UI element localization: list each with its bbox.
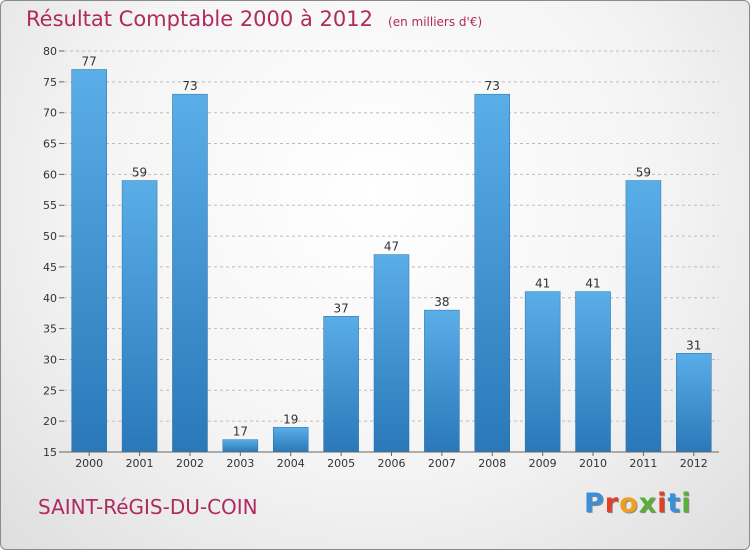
bar-2012 [676,353,712,453]
bars [71,69,712,453]
x-tick-label-2011: 2011 [629,457,657,470]
chart-title-block: Résultat Comptable 2000 à 2012 (en milli… [26,7,482,31]
x-tick-label-2010: 2010 [579,457,607,470]
x-tick-label-2008: 2008 [478,457,506,470]
value-label-2000: 77 [82,55,97,69]
value-label-2005: 37 [333,301,348,315]
x-tick-label-2000: 2000 [75,457,103,470]
bar-2009 [524,291,561,453]
proxiti-logo: Proxiti [584,488,692,519]
value-label-2004: 19 [283,412,298,426]
value-label-2008: 73 [485,79,500,93]
x-axis-ticks: 2000 2001 2002 2003 2004 2005 2006 2007 2008 2009… [75,452,708,470]
bar-2007 [424,309,460,453]
logo-letter: r [604,488,620,519]
value-label-2002: 73 [182,79,197,93]
chart-title: Résultat Comptable 2000 à 2012 [26,7,373,31]
commune-name: SAINT-RéGIS-DU-COIN [38,495,258,519]
bar-2000 [71,69,107,453]
y-tick-label: 55 [43,199,57,212]
x-tick-label-2001: 2001 [126,457,154,470]
y-tick-label: 65 [43,138,57,151]
logo-letter: o [619,488,639,519]
logo-letter: i [657,488,668,519]
bar-2010 [575,291,611,453]
value-label-2006: 47 [384,240,399,254]
x-tick-label-2002: 2002 [176,457,204,470]
bar-2001 [121,180,158,453]
value-label-2012: 31 [686,338,701,352]
y-tick-label: 70 [43,107,57,120]
bar-2008 [474,93,511,453]
x-tick-label-2004: 2004 [277,457,305,470]
value-label-2011: 59 [636,166,651,180]
y-tick-label: 45 [43,261,57,274]
y-tick-label: 80 [43,45,57,58]
y-tick-label: 35 [43,323,57,336]
bar-2003 [222,439,259,453]
bar-2004 [272,427,309,453]
x-tick-label-2006: 2006 [378,457,406,470]
x-tick-label-2012: 2012 [680,457,708,470]
logo-letter: t [667,488,682,519]
logo-letter: i [681,488,692,519]
y-tick-label: 30 [43,353,57,366]
y-tick-label: 20 [43,415,57,428]
y-tick-label: 50 [43,230,57,243]
y-tick-label: 40 [43,292,57,305]
bar-2011 [625,180,662,453]
x-tick-label-2003: 2003 [226,457,254,470]
y-tick-label: 25 [43,384,57,397]
bar-2006 [373,254,410,453]
x-tick-label-2005: 2005 [327,457,355,470]
value-label-2003: 17 [233,425,248,439]
logo-letter: x [638,488,658,519]
chart-subtitle: (en milliers d'€) [388,15,483,29]
y-tick-label: 60 [43,168,57,181]
y-tick-label: 15 [43,446,57,459]
value-label-2001: 59 [132,166,147,180]
value-label-2010: 41 [585,277,600,291]
value-labels: 77 59 73 17 19 37 47 38 73 41 41 59 31 [82,55,702,439]
x-tick-label-2009: 2009 [529,457,557,470]
y-axis-ticks: 15 20 25 30 35 40 45 50 55 60 65 70 75 80 [43,45,64,459]
logo-letter: P [584,488,605,519]
bar-2005 [323,316,359,453]
value-label-2007: 38 [434,295,449,309]
value-label-2009: 41 [535,277,550,291]
x-tick-label-2007: 2007 [428,457,456,470]
y-tick-label: 75 [43,76,57,89]
bar-2002 [172,93,208,453]
